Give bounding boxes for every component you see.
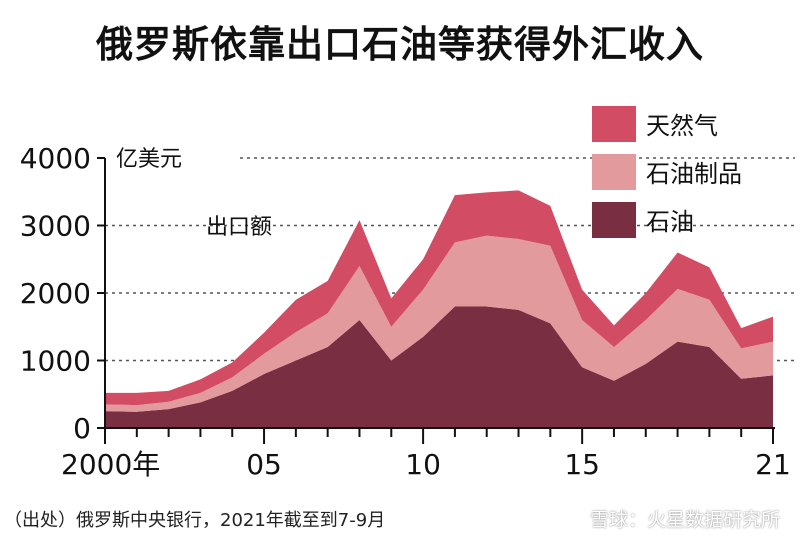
axes (97, 157, 775, 444)
x-tick-label: 10 (405, 448, 441, 481)
legend-swatch (592, 202, 636, 238)
area-series-2 (105, 235, 773, 412)
y-tick-label: 4000 (20, 142, 91, 175)
annotation-export-value: 出口额 (206, 215, 272, 240)
source-note: （出处）俄罗斯中央银行，2021年截至到7-9月 (4, 510, 386, 531)
y-tick-label: 0 (73, 412, 91, 445)
x-tick-label: 15 (564, 448, 600, 481)
x-tick-label: 2000年 (61, 448, 160, 481)
area-series-1 (105, 306, 773, 428)
legend-label: 天然气 (646, 112, 718, 140)
tick-labels: 0 1000 2000 3000 4000 2000年 05 10 15 21 (20, 142, 791, 481)
y-tick-label: 3000 (20, 210, 91, 243)
legend-swatch (592, 154, 636, 190)
legend-label: 石油 (646, 208, 694, 236)
legend-swatch (592, 106, 636, 142)
legend-label: 石油制品 (646, 160, 742, 188)
chart-title: 俄罗斯依靠出口石油等获得外汇收入 (96, 23, 704, 66)
area-layers (105, 190, 773, 428)
x-tick-label: 21 (755, 448, 791, 481)
y-tick-label: 2000 (20, 277, 91, 310)
area-series-3 (105, 190, 773, 406)
watermark: 雪球：火星数据研究所 (589, 509, 780, 531)
y-tick-label: 1000 (20, 345, 91, 378)
x-tick-label: 05 (246, 448, 282, 481)
unit-label: 亿美元 (116, 147, 182, 172)
